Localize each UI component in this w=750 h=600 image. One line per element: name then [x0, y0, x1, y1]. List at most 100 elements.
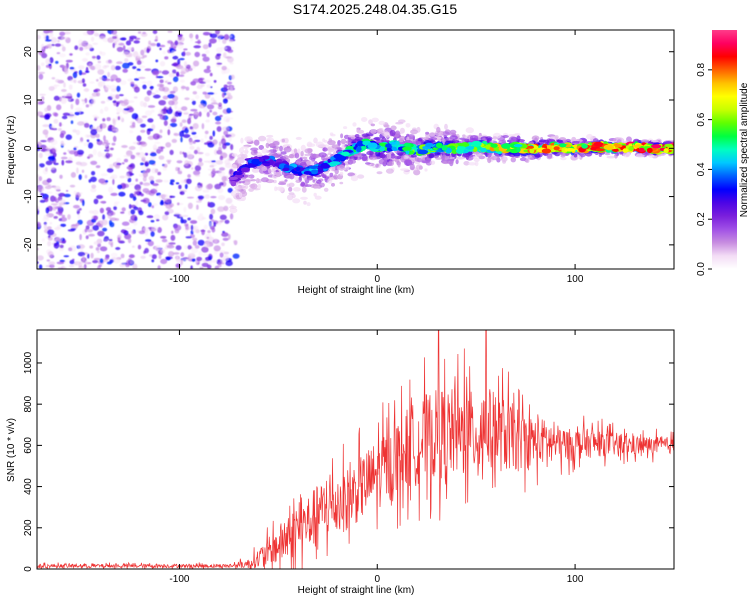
noise-blob — [69, 53, 73, 56]
noise-blob — [37, 205, 40, 211]
snr-series-line — [37, 330, 674, 569]
noise-blob — [37, 165, 41, 171]
noise-blob — [100, 51, 106, 56]
noise-blob — [95, 133, 100, 138]
noise-blob — [156, 218, 160, 222]
signal-halo — [556, 139, 564, 143]
noise-blob — [197, 215, 205, 221]
noise-blob — [88, 154, 94, 158]
signal-core — [310, 169, 319, 175]
signal-halo — [410, 154, 418, 158]
noise-blob — [159, 47, 162, 51]
noise-blob — [130, 154, 136, 160]
noise-blob — [202, 56, 210, 62]
noise-blob — [191, 248, 199, 254]
noise-blob — [173, 133, 180, 137]
noise-blob — [100, 123, 107, 129]
noise-blob — [161, 194, 169, 199]
noise-blob — [116, 107, 123, 113]
signal-halo — [378, 158, 387, 165]
noise-blob — [178, 74, 185, 77]
noise-blob — [216, 62, 223, 65]
noise-blob — [91, 184, 97, 189]
noise-blob — [90, 129, 98, 136]
noise-blob — [216, 103, 222, 106]
noise-blob — [120, 229, 127, 234]
signal-core — [329, 161, 341, 165]
noise-blob — [102, 227, 108, 232]
noise-blob — [103, 78, 111, 82]
signal-halo — [448, 132, 457, 136]
signal-halo — [331, 144, 340, 149]
signal-halo — [327, 178, 333, 184]
signal-halo — [474, 161, 479, 167]
noise-blob — [198, 251, 203, 256]
noise-blob — [110, 74, 118, 81]
signal-halo — [294, 176, 299, 181]
signal-core — [529, 147, 535, 154]
signal-halo — [336, 165, 340, 170]
noise-blob — [54, 43, 62, 47]
noise-blob — [50, 125, 55, 129]
noise-blob — [53, 216, 58, 219]
noise-blob — [37, 111, 44, 117]
noise-blob — [161, 70, 170, 75]
noise-blob — [176, 160, 183, 164]
noise-blob — [116, 157, 122, 163]
noise-blob — [115, 77, 122, 83]
noise-blob — [150, 152, 157, 157]
noise-blob — [157, 265, 161, 269]
noise-blob — [218, 146, 222, 152]
signal-halo — [300, 196, 308, 200]
noise-blob — [187, 255, 191, 261]
signal-halo — [502, 159, 506, 164]
noise-blob — [111, 211, 116, 216]
noise-blob — [55, 79, 60, 83]
noise-blob — [212, 139, 218, 145]
noise-blob — [97, 60, 102, 64]
noise-blob — [37, 34, 41, 40]
noise-blob — [168, 251, 175, 257]
noise-blob — [212, 130, 216, 137]
signal-halo — [490, 155, 500, 161]
noise-blob — [58, 204, 62, 209]
noise-blob — [92, 209, 99, 215]
noise-blob — [223, 205, 229, 212]
noise-blob — [61, 36, 68, 40]
noise-blob — [225, 197, 233, 204]
noise-blob — [228, 39, 234, 43]
noise-blob — [112, 178, 115, 185]
noise-blob — [179, 214, 183, 218]
signal-halo — [258, 135, 267, 142]
signal-core — [501, 143, 511, 149]
signal-halo — [270, 168, 276, 173]
noise-blob — [213, 100, 217, 103]
noise-blob — [90, 252, 94, 259]
noise-blob — [61, 159, 65, 166]
signal-halo — [343, 126, 348, 130]
noise-blob — [179, 58, 185, 61]
noise-blob — [169, 195, 176, 198]
signal-halo — [231, 164, 238, 170]
noise-blob — [138, 76, 146, 79]
noise-blob — [147, 118, 154, 123]
signal-halo — [295, 136, 302, 140]
noise-blob — [92, 148, 97, 156]
noise-blob — [199, 266, 204, 269]
signal-halo — [261, 148, 268, 154]
noise-blob — [228, 158, 233, 161]
noise-blob — [91, 171, 96, 176]
noise-blob — [97, 69, 105, 75]
noise-blob — [214, 238, 218, 243]
noise-blob — [87, 253, 90, 259]
noise-blob — [128, 254, 135, 259]
noise-blob — [197, 195, 205, 200]
noise-blob — [37, 65, 41, 71]
noise-blob — [116, 46, 124, 52]
noise-blob — [193, 170, 201, 176]
noise-blob — [172, 111, 175, 116]
signal-halo — [288, 192, 295, 196]
noise-blob — [137, 188, 142, 192]
noise-blob — [166, 244, 175, 249]
signal-core — [663, 148, 669, 154]
